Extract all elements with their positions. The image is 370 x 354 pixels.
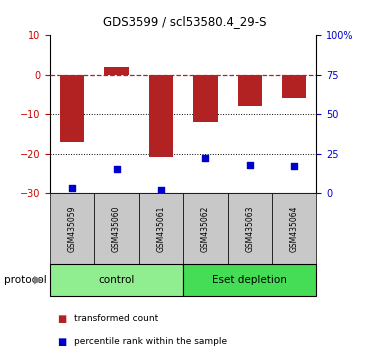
Bar xyxy=(149,75,173,158)
Text: ■: ■ xyxy=(57,314,67,324)
Point xyxy=(158,187,164,193)
Text: control: control xyxy=(98,275,135,285)
Text: percentile rank within the sample: percentile rank within the sample xyxy=(74,337,227,346)
Point xyxy=(247,162,253,167)
Text: GSM435060: GSM435060 xyxy=(112,205,121,252)
Bar xyxy=(238,75,262,106)
Text: transformed count: transformed count xyxy=(74,314,158,323)
Bar xyxy=(60,75,84,142)
Bar xyxy=(282,75,306,98)
Point xyxy=(291,163,297,169)
Point xyxy=(114,166,120,172)
Text: GDS3599 / scl53580.4_29-S: GDS3599 / scl53580.4_29-S xyxy=(103,15,267,28)
Text: GSM435059: GSM435059 xyxy=(68,205,77,252)
Text: GSM435064: GSM435064 xyxy=(290,205,299,252)
Text: ▶: ▶ xyxy=(34,275,43,285)
Text: protocol: protocol xyxy=(4,275,47,285)
Text: Eset depletion: Eset depletion xyxy=(212,275,287,285)
Text: GSM435063: GSM435063 xyxy=(245,205,254,252)
Point xyxy=(69,185,75,191)
Text: GSM435061: GSM435061 xyxy=(157,205,165,252)
Bar xyxy=(193,75,218,122)
Text: ■: ■ xyxy=(57,337,67,347)
Bar xyxy=(104,67,129,75)
Point xyxy=(202,155,208,161)
Text: GSM435062: GSM435062 xyxy=(201,205,210,252)
